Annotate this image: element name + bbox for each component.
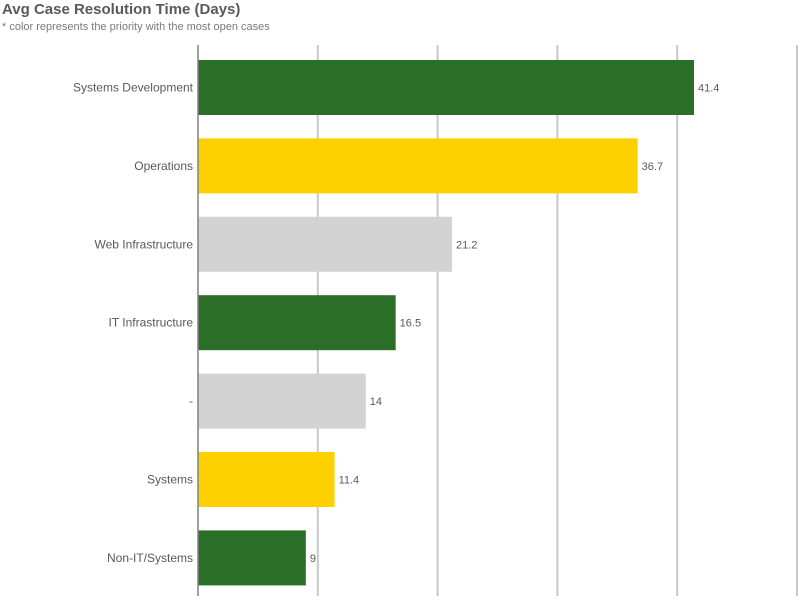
category-label: Systems (147, 473, 193, 487)
value-label: 21.2 (456, 239, 477, 251)
category-label: IT Infrastructure (109, 316, 194, 330)
value-label: 41.4 (698, 83, 719, 95)
bar[interactable] (198, 295, 396, 351)
category-label: Operations (134, 159, 193, 173)
category-label: Non-IT/Systems (107, 551, 193, 565)
category-label: Systems Development (73, 81, 194, 95)
bar[interactable] (198, 216, 452, 272)
bar[interactable] (198, 530, 306, 586)
category-label: Web Infrastructure (95, 237, 194, 251)
value-label: 36.7 (642, 161, 663, 173)
bar[interactable] (198, 138, 638, 194)
bar[interactable] (198, 373, 366, 429)
value-label: 14 (370, 396, 382, 408)
chart-title: Avg Case Resolution Time (Days) (2, 1, 241, 18)
value-label: 16.5 (400, 318, 421, 330)
bar[interactable] (198, 60, 694, 115)
value-label: 11.4 (339, 475, 360, 487)
value-label: 9 (310, 553, 316, 565)
chart-subtitle: * color represents the priority with the… (2, 21, 270, 33)
category-label: - (189, 394, 193, 408)
bar[interactable] (198, 452, 335, 507)
